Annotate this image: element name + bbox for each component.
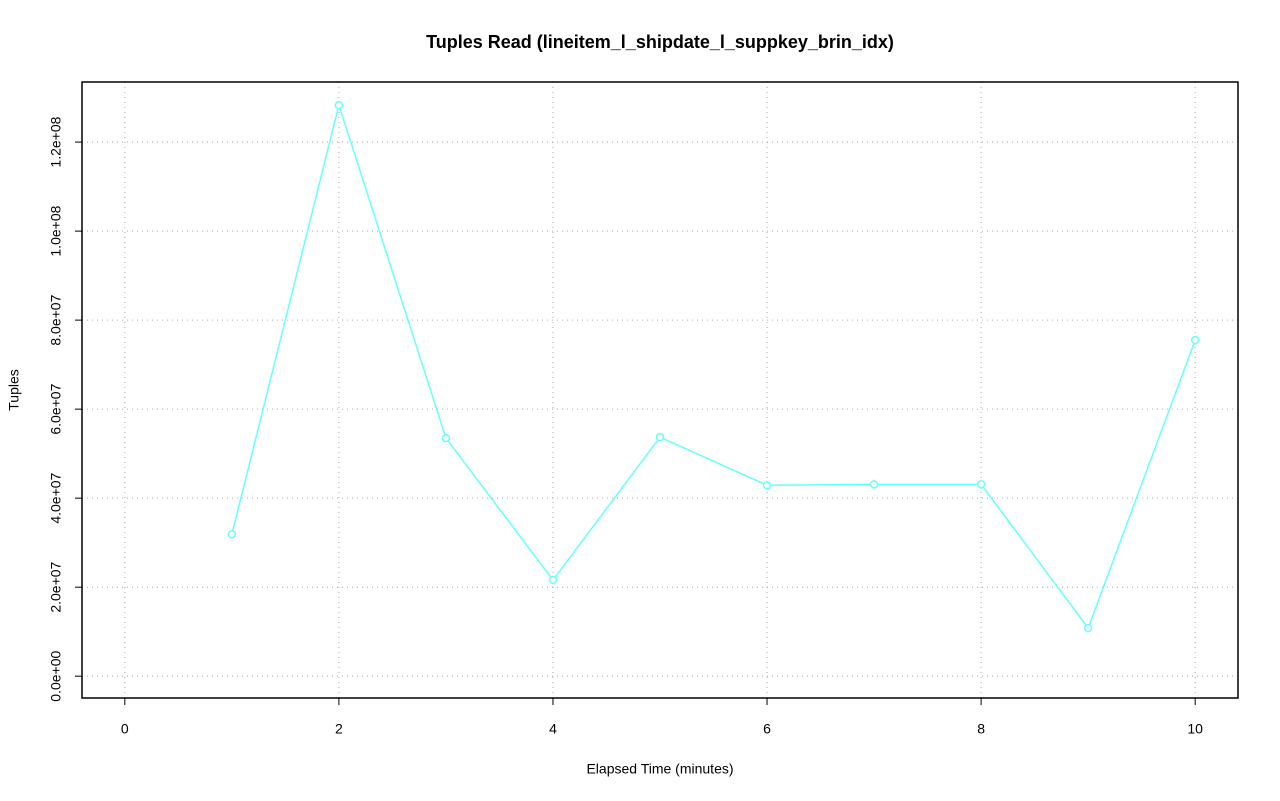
data-point [548,575,558,585]
data-line [231,102,1196,630]
data-point [1190,335,1200,345]
data-point [655,432,665,442]
y-tick-label: 2.0e+07 [48,561,64,612]
y-tick-label: 1.2e+08 [48,116,64,167]
x-tick-label: 4 [549,721,557,737]
y-tick-label: 8.0e+07 [48,294,64,345]
y-tick-label: 1.0e+08 [48,205,64,256]
data-point [1083,623,1093,633]
data-point [334,100,344,110]
x-tick-label: 10 [1187,721,1203,737]
data-point [762,480,772,490]
data-point [976,480,986,489]
x-tick-label: 0 [121,721,129,737]
y-tick-label: 6.0e+07 [48,383,64,434]
data-point [441,433,451,443]
data-point [227,529,237,539]
x-tick-label: 8 [977,721,985,737]
y-tick-label: 4.0e+07 [48,472,64,523]
x-tick-label: 6 [763,721,771,737]
y-axis-label: Tuples [6,369,22,411]
y-tick-label: 0.0e+00 [48,650,64,701]
x-tick-label: 2 [335,721,343,737]
x-axis-label: Elapsed Time (minutes) [586,761,733,777]
data-point [869,480,879,489]
chart-title: Tuples Read (lineitem_l_shipdate_l_suppk… [426,32,894,52]
plot-frame [81,81,1239,699]
